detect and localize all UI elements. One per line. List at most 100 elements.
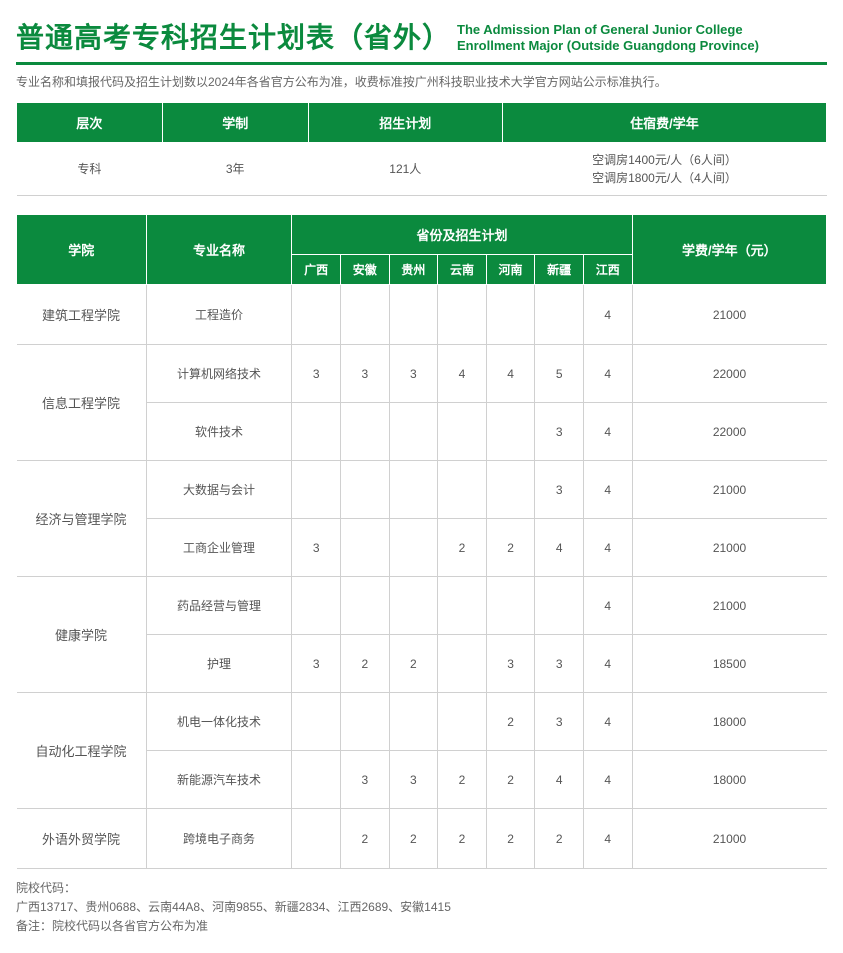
summary-dorm-line1: 空调房1400元/人（6人间） [506,151,822,169]
table-row: 健康学院药品经营与管理421000 [17,577,827,635]
table-row: 外语外贸学院跨境电子商务22222421000 [17,809,827,869]
plan-cell: 4 [583,751,632,809]
plan-cell: 4 [535,519,584,577]
plan-cell [292,285,341,345]
plan-cell [389,577,438,635]
plan-cell [292,693,341,751]
summary-duration: 3年 [162,143,308,196]
plan-cell: 3 [535,693,584,751]
title-chinese: 普通高考专科招生计划表（省外） [16,16,451,56]
province-header: 安徽 [340,255,389,285]
plan-cell: 4 [486,345,535,403]
tuition-cell: 21000 [632,519,826,577]
tuition-cell: 22000 [632,345,826,403]
tuition-cell: 18000 [632,751,826,809]
tuition-cell: 18000 [632,693,826,751]
footnote-note: 备注：院校代码以各省官方公布为准 [16,917,827,936]
plan-cell [486,285,535,345]
plan-cell: 3 [292,635,341,693]
plan-cell [340,285,389,345]
summary-dorm-line2: 空调房1800元/人（4人间） [506,169,822,187]
plan-cell: 4 [583,693,632,751]
footnote-label: 院校代码： [16,879,827,898]
plan-cell [535,285,584,345]
major-cell: 工商企业管理 [146,519,292,577]
plan-cell: 5 [535,345,584,403]
tuition-cell: 21000 [632,809,826,869]
table-row: 建筑工程学院工程造价421000 [17,285,827,345]
main-header-major: 专业名称 [146,215,292,285]
plan-cell [340,461,389,519]
title-english-line1: The Admission Plan of General Junior Col… [457,22,759,38]
plan-cell [340,577,389,635]
tuition-cell: 18500 [632,635,826,693]
title-block: 普通高考专科招生计划表（省外） The Admission Plan of Ge… [16,16,827,65]
summary-header-plan: 招生计划 [308,103,502,143]
major-cell: 工程造价 [146,285,292,345]
main-header-plangroup: 省份及招生计划 [292,215,632,255]
plan-cell: 2 [389,809,438,869]
province-header: 江西 [583,255,632,285]
plan-cell [438,461,487,519]
plan-cell: 3 [292,519,341,577]
major-cell: 计算机网络技术 [146,345,292,403]
plan-cell: 4 [438,345,487,403]
college-cell: 经济与管理学院 [17,461,147,577]
plan-cell: 3 [340,345,389,403]
plan-cell: 3 [486,635,535,693]
plan-cell [340,403,389,461]
major-cell: 药品经营与管理 [146,577,292,635]
college-cell: 自动化工程学院 [17,693,147,809]
summary-header-duration: 学制 [162,103,308,143]
main-header-tuition: 学费/学年（元） [632,215,826,285]
plan-cell: 4 [583,577,632,635]
plan-cell: 4 [583,345,632,403]
subtitle-note: 专业名称和填报代码及招生计划数以2024年各省官方公布为准，收费标准按广州科技职… [16,73,827,90]
plan-cell [292,403,341,461]
summary-plan: 121人 [308,143,502,196]
plan-cell: 3 [389,345,438,403]
main-table: 学院 专业名称 省份及招生计划 学费/学年（元） 广西安徽贵州云南河南新疆江西 … [16,214,827,869]
college-cell: 信息工程学院 [17,345,147,461]
plan-cell [389,285,438,345]
plan-cell: 3 [340,751,389,809]
plan-cell [292,461,341,519]
major-cell: 软件技术 [146,403,292,461]
plan-cell: 2 [486,693,535,751]
footnote-codes: 广西13717、贵州0688、云南44A8、河南9855、新疆2834、江西26… [16,898,827,917]
plan-cell [486,461,535,519]
college-cell: 外语外贸学院 [17,809,147,869]
plan-cell: 2 [486,751,535,809]
plan-cell [340,693,389,751]
table-row: 经济与管理学院大数据与会计3421000 [17,461,827,519]
table-row: 自动化工程学院机电一体化技术23418000 [17,693,827,751]
main-header-college: 学院 [17,215,147,285]
plan-cell: 2 [340,809,389,869]
major-cell: 跨境电子商务 [146,809,292,869]
major-cell: 护理 [146,635,292,693]
title-english: The Admission Plan of General Junior Col… [457,22,759,57]
plan-cell [340,519,389,577]
footnote-block: 院校代码： 广西13717、贵州0688、云南44A8、河南9855、新疆283… [16,879,827,937]
tuition-cell: 21000 [632,285,826,345]
plan-cell [389,461,438,519]
college-cell: 建筑工程学院 [17,285,147,345]
plan-cell: 3 [535,403,584,461]
plan-cell: 2 [389,635,438,693]
plan-cell: 3 [292,345,341,403]
plan-cell [438,693,487,751]
plan-cell [535,577,584,635]
plan-cell [292,751,341,809]
summary-dorm: 空调房1400元/人（6人间） 空调房1800元/人（4人间） [502,143,826,196]
table-row: 信息工程学院计算机网络技术333445422000 [17,345,827,403]
plan-cell: 4 [583,635,632,693]
plan-cell [292,809,341,869]
plan-cell: 4 [583,461,632,519]
major-cell: 机电一体化技术 [146,693,292,751]
province-header: 新疆 [535,255,584,285]
plan-cell [438,403,487,461]
major-cell: 新能源汽车技术 [146,751,292,809]
plan-cell: 2 [438,751,487,809]
summary-table: 层次 学制 招生计划 住宿费/学年 专科 3年 121人 空调房1400元/人（… [16,102,827,196]
plan-cell: 2 [438,809,487,869]
